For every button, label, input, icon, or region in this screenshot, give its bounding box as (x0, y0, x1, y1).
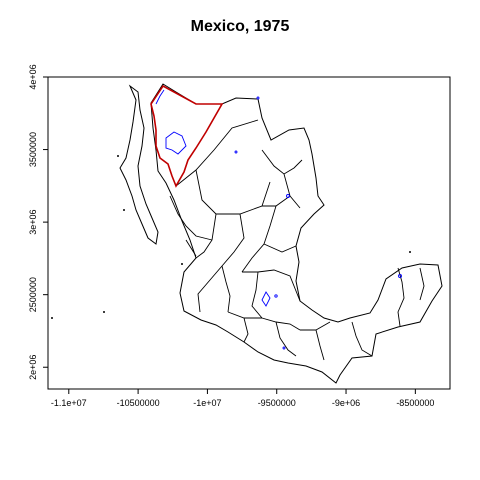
lake-dot-2 (234, 150, 238, 154)
lake-dot-5 (282, 346, 286, 350)
island-1 (51, 317, 53, 319)
island-4 (123, 209, 125, 211)
y-tick-label: 4e+06 (28, 64, 38, 89)
x-tick-label: -1.1e+07 (51, 398, 87, 408)
island-2 (103, 311, 105, 313)
highlighted-state-outline (150, 84, 224, 188)
coast-line-water (155, 89, 165, 105)
y-axis: 2e+06 2500000 3e+06 3500000 4e+06 (28, 64, 48, 380)
island-3 (117, 155, 119, 157)
islands (51, 155, 411, 319)
mainland-boundary (150, 83, 443, 384)
baja-peninsula (119, 84, 159, 245)
lake-dot-3 (398, 274, 402, 278)
x-tick-label: -10500000 (117, 398, 160, 408)
lake-dot-1 (286, 194, 290, 198)
chart-title: Mexico, 1975 (190, 18, 290, 35)
x-tick-label: -1e+07 (193, 398, 221, 408)
y-tick-label: 3500000 (28, 132, 38, 167)
lake-dot-6 (274, 294, 278, 298)
x-axis: -1.1e+07 -10500000 -1e+07 -9500000 -9e+06 -85… (51, 389, 434, 408)
island-5 (181, 263, 183, 265)
state-boundaries (169, 119, 425, 361)
island-6 (409, 251, 411, 253)
plot-frame (47, 76, 451, 390)
x-tick-label: -8500000 (396, 398, 434, 408)
x-tick-label: -9e+06 (332, 398, 360, 408)
country-outline (119, 83, 443, 384)
y-tick-label: 2500000 (28, 277, 38, 312)
x-tick-label: -9500000 (258, 398, 296, 408)
y-tick-label: 3e+06 (28, 209, 38, 234)
lake-dot-4 (256, 96, 260, 100)
water-bodies (155, 89, 402, 350)
lake-central (261, 291, 271, 307)
y-tick-label: 2e+06 (28, 355, 38, 380)
river-north (165, 131, 187, 155)
